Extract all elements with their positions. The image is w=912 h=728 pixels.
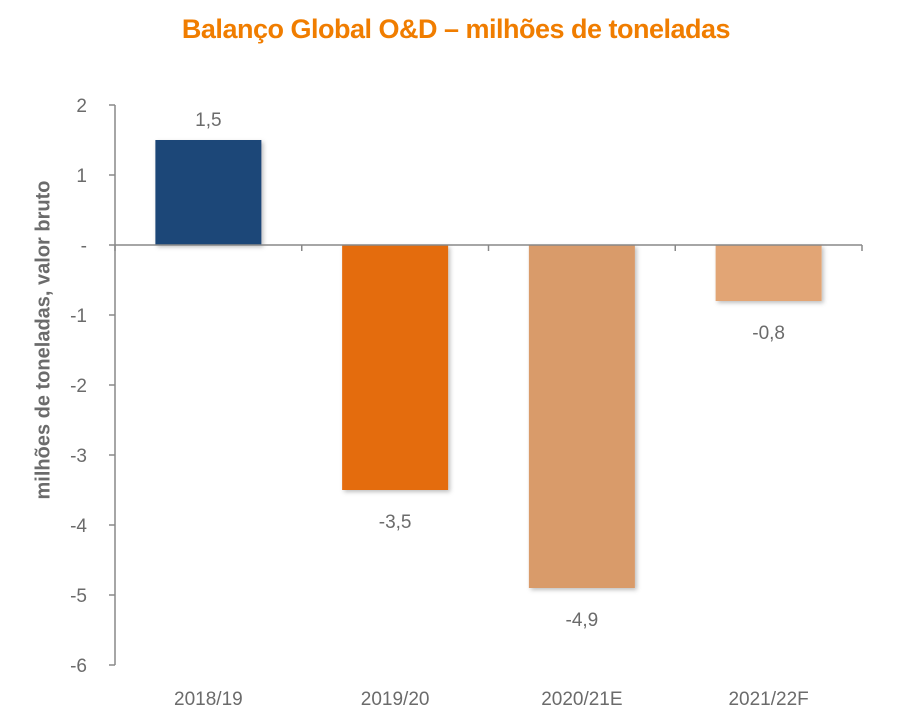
y-tick-label: -2: [70, 376, 87, 397]
bar: [528, 245, 635, 588]
data-label: -3,5: [379, 512, 412, 533]
y-tick-label: 2: [76, 96, 87, 117]
data-label: 1,5: [195, 110, 221, 131]
x-tick-label: 2021/22F: [728, 689, 808, 710]
x-tick-label: 2018/19: [174, 689, 243, 710]
y-tick-label: -6: [70, 656, 87, 677]
bar: [155, 140, 262, 245]
bar: [715, 245, 822, 301]
y-tick-label: -1: [70, 306, 87, 327]
data-label: -4,9: [566, 610, 599, 631]
x-tick-label: 2019/20: [361, 689, 430, 710]
y-tick-label: 1: [76, 166, 87, 187]
x-tick-label: 2020/21E: [541, 689, 622, 710]
data-label: -0,8: [752, 323, 785, 344]
y-tick-label: -4: [70, 516, 87, 537]
chart-title: Balanço Global O&D – milhões de tonelada…: [181, 14, 731, 44]
y-tick-label: -: [81, 236, 87, 257]
y-tick-label: -3: [70, 446, 87, 467]
bar: [342, 245, 449, 490]
y-tick-label: -5: [70, 586, 87, 607]
